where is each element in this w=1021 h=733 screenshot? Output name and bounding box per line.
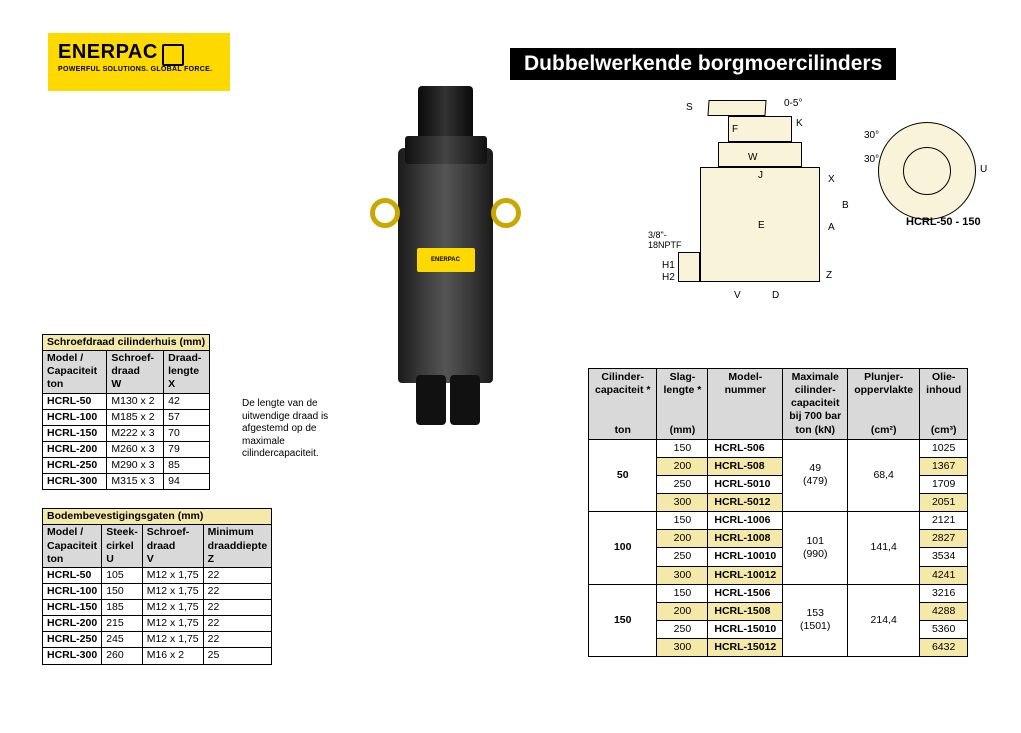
dim-30a: 30° [864,130,879,141]
dim-D: D [772,290,779,301]
brand-tagline: POWERFUL SOLUTIONS. GLOBAL FORCE. [58,66,220,73]
dim-30b: 30° [864,154,879,165]
brand-name: ENERPAC [58,41,220,64]
mount-table: Bodembevestigingsgaten (mm)Model / Capac… [42,508,272,664]
dim-U: U [980,164,987,175]
dim-E: E [758,220,765,231]
page-title: Dubbelwerkende borgmoercilinders [510,48,896,80]
spec-table: Cilinder- capaciteit * tonSlag- lengte *… [588,368,968,657]
thread-table: Schroefdraad cilinderhuis (mm)Model / Ca… [42,334,210,490]
dim-S: S [686,102,693,113]
technical-drawing: S F W J K E A B X Z D V H1 H2 U 0-5° 30°… [630,112,990,332]
dim-B: B [842,200,849,211]
brand-text: ENERPAC [58,41,158,64]
dim-W: W [748,152,757,163]
dim-Z: Z [826,270,832,281]
dim-H1: H1 [662,260,675,271]
dim-F: F [732,124,738,135]
dim-A: A [828,222,835,233]
dim-J: J [758,170,763,181]
brand-mark-icon [162,44,180,62]
diagram-model-label: HCRL-50 - 150 [906,216,981,228]
port-label: 3/8"- 18NPTF [648,230,682,250]
dim-H2: H2 [662,272,675,283]
dim-angle: 0-5° [784,98,802,109]
spec-table-wrap: Cilinder- capaciteit * tonSlag- lengte *… [588,368,968,657]
brand-logo: ENERPAC POWERFUL SOLUTIONS. GLOBAL FORCE… [48,33,230,91]
left-tables: Schroefdraad cilinderhuis (mm)Model / Ca… [42,334,302,665]
dim-X: X [828,174,835,185]
thread-note: De lengte van de uitwendige draad is afg… [242,398,332,461]
dim-K: K [796,118,803,129]
product-image: ENERPAC [325,100,565,430]
dim-V: V [734,290,741,301]
